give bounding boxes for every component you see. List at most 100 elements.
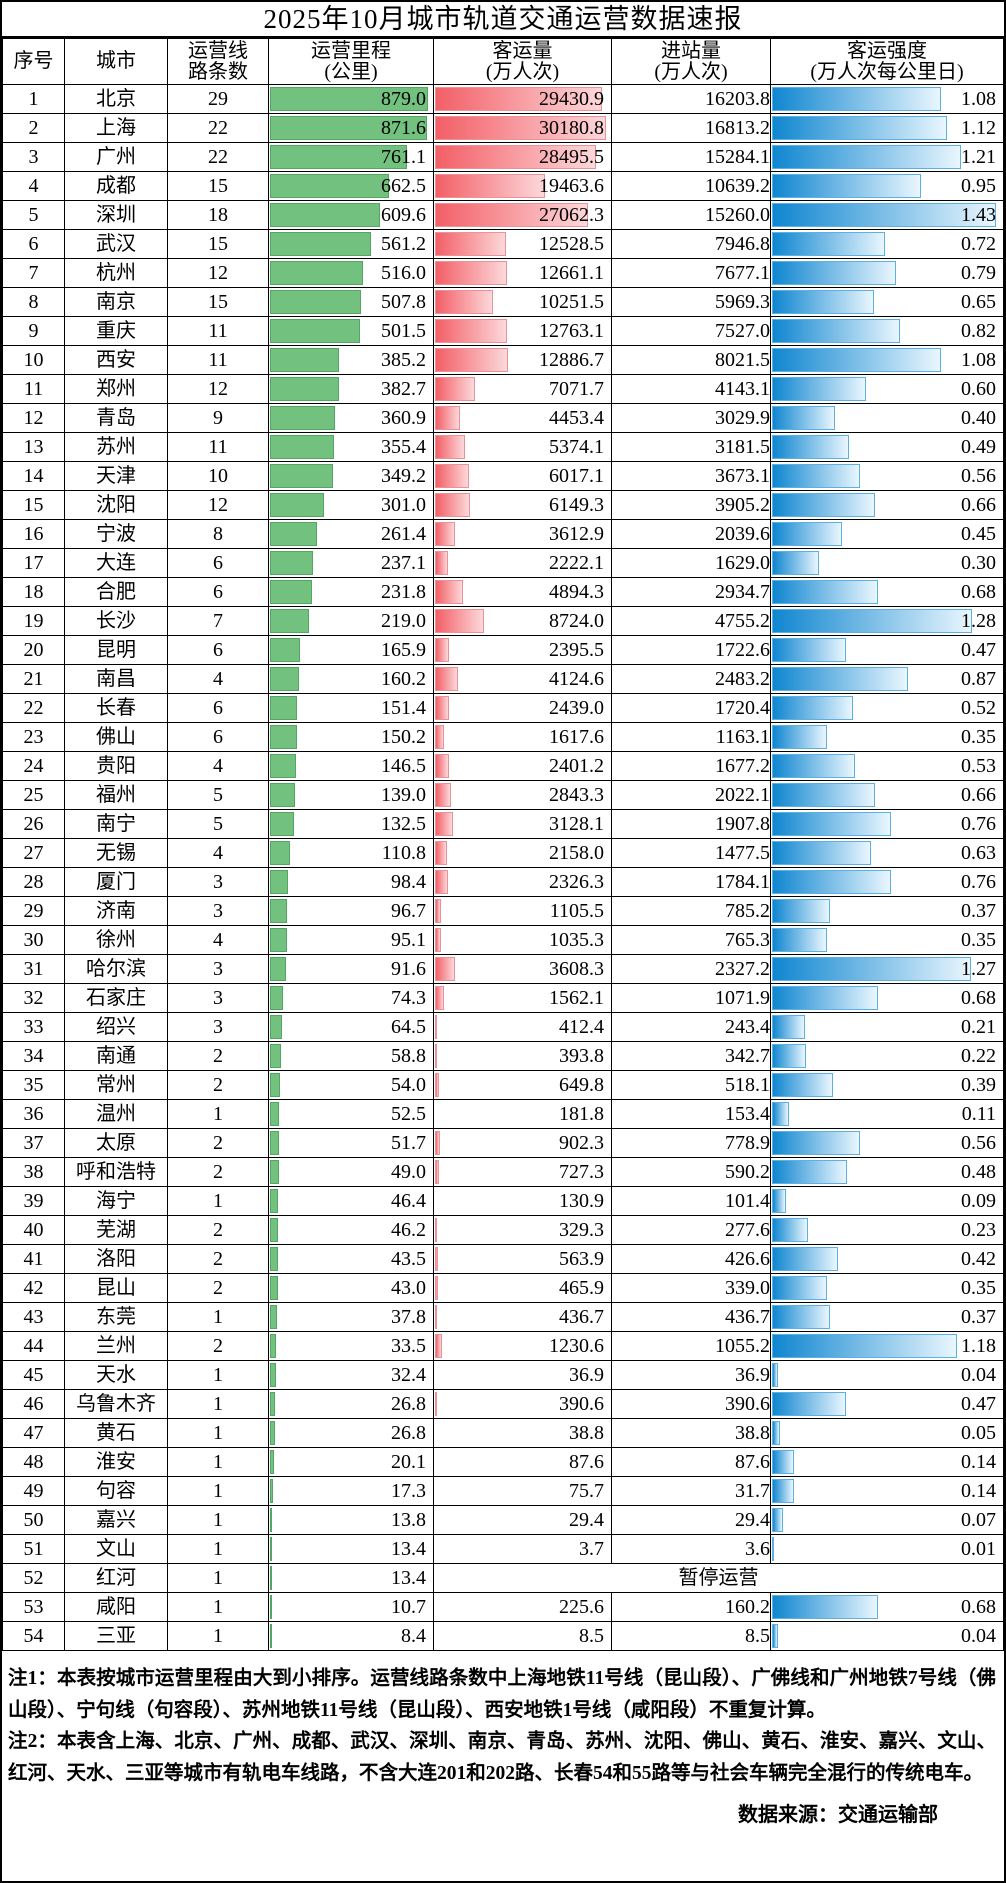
blue-bar [772, 899, 830, 923]
mileage-cell: 32.4 [268, 1360, 434, 1390]
blue-bar-value: 0.48 [961, 1160, 996, 1183]
lines-count-cell: 1 [167, 1360, 269, 1390]
blue-bar [772, 609, 973, 633]
red-bar-value: 36.9 [569, 1363, 604, 1386]
table-row: 15 沈阳 12 301.0 6149.3 3905.2 0.66 [2, 490, 1004, 520]
mileage-cell: 46.2 [268, 1215, 434, 1245]
red-bar-value: 3612.9 [549, 522, 604, 545]
table-row: 29 济南 3 96.7 1105.5 785.2 0.37 [2, 896, 1004, 926]
green-bar [270, 406, 335, 430]
red-bar [435, 725, 445, 749]
table-row: 53 咸阳 1 10.7 225.6 160.2 0.68 [2, 1592, 1004, 1622]
city-cell: 咸阳 [64, 1592, 168, 1622]
red-bar-value: 4894.3 [549, 580, 604, 603]
city-cell: 福州 [64, 780, 168, 810]
passenger-volume-cell: 36.9 [433, 1360, 612, 1390]
red-bar [435, 638, 449, 662]
intensity-cell: 0.65 [770, 287, 1004, 317]
green-bar-value: 49.0 [391, 1160, 426, 1183]
table-row: 42 昆山 2 43.0 465.9 339.0 0.35 [2, 1273, 1004, 1303]
lines-count-cell: 6 [167, 722, 269, 752]
rank-cell: 52 [2, 1563, 65, 1593]
passenger-volume-cell: 3612.9 [433, 519, 612, 549]
station-entries-cell: 518.1 [611, 1070, 771, 1100]
red-bar [435, 174, 546, 198]
passenger-volume-cell: 329.3 [433, 1215, 612, 1245]
red-bar [435, 348, 508, 372]
green-bar [270, 290, 362, 314]
table-row: 50 嘉兴 1 13.8 29.4 29.4 0.07 [2, 1505, 1004, 1535]
red-bar-value: 6017.1 [549, 464, 604, 487]
table-row: 54 三亚 1 8.4 8.5 8.5 0.04 [2, 1621, 1004, 1651]
blue-bar-value: 1.08 [961, 348, 996, 371]
intensity-cell: 0.11 [770, 1099, 1004, 1129]
lines-count-cell: 1 [167, 1621, 269, 1651]
table-row: 35 常州 2 54.0 649.8 518.1 0.39 [2, 1070, 1004, 1100]
red-bar-value: 1617.6 [549, 725, 604, 748]
blue-bar [772, 1160, 848, 1184]
blue-bar [772, 174, 921, 198]
mileage-cell: 8.4 [268, 1621, 434, 1651]
green-bar-value: 98.4 [391, 870, 426, 893]
station-entries-cell: 1055.2 [611, 1331, 771, 1361]
red-bar-value: 465.9 [559, 1276, 604, 1299]
intensity-cell: 0.21 [770, 1012, 1004, 1042]
passenger-volume-cell: 2222.1 [433, 548, 612, 578]
red-bar-value: 19463.6 [539, 174, 604, 197]
mileage-cell: 501.5 [268, 316, 434, 346]
passenger-volume-cell: 1230.6 [433, 1331, 612, 1361]
station-entries-cell: 342.7 [611, 1041, 771, 1071]
passenger-volume-cell: 12661.1 [433, 258, 612, 288]
passenger-volume-cell: 436.7 [433, 1302, 612, 1332]
red-bar-value: 75.7 [569, 1479, 604, 1502]
table-row: 38 呼和浩特 2 49.0 727.3 590.2 0.48 [2, 1157, 1004, 1187]
station-entries-cell: 15284.1 [611, 142, 771, 172]
intensity-cell: 1.08 [770, 345, 1004, 375]
blue-bar [772, 1102, 790, 1126]
green-bar-value: 91.6 [391, 957, 426, 980]
green-bar-value: 43.5 [391, 1247, 426, 1270]
red-bar [435, 435, 466, 459]
green-bar-value: 231.8 [381, 580, 426, 603]
rank-cell: 6 [2, 229, 65, 259]
green-bar-value: 360.9 [381, 406, 426, 429]
city-cell: 天津 [64, 461, 168, 491]
intensity-cell: 0.39 [770, 1070, 1004, 1100]
table-row: 46 乌鲁木齐 1 26.8 390.6 390.6 0.47 [2, 1389, 1004, 1419]
blue-bar [772, 406, 835, 430]
city-cell: 昆山 [64, 1273, 168, 1303]
red-bar-value: 12886.7 [539, 348, 604, 371]
rank-cell: 38 [2, 1157, 65, 1187]
green-bar-value: 151.4 [381, 696, 426, 719]
red-bar-value: 1562.1 [549, 986, 604, 1009]
lines-count-cell: 3 [167, 1012, 269, 1042]
intensity-cell: 0.82 [770, 316, 1004, 346]
intensity-cell: 0.14 [770, 1476, 1004, 1506]
green-bar-value: 26.8 [391, 1421, 426, 1444]
blue-bar [772, 1392, 846, 1416]
city-cell: 北京 [64, 84, 168, 114]
red-bar [435, 1015, 438, 1039]
column-header-5: 进站量 (万人次) [611, 38, 771, 85]
city-cell: 宁波 [64, 519, 168, 549]
station-entries-cell: 390.6 [611, 1389, 771, 1419]
city-cell: 无锡 [64, 838, 168, 868]
green-bar [270, 609, 310, 633]
green-bar-value: 37.8 [391, 1305, 426, 1328]
blue-bar-value: 1.27 [961, 957, 996, 980]
green-bar-value: 13.8 [391, 1508, 426, 1531]
intensity-cell: 0.76 [770, 809, 1004, 839]
intensity-cell: 0.76 [770, 867, 1004, 897]
lines-count-cell: 1 [167, 1389, 269, 1419]
mileage-cell: 231.8 [268, 577, 434, 607]
green-bar [270, 812, 294, 836]
lines-count-cell: 1 [167, 1563, 269, 1593]
rank-cell: 53 [2, 1592, 65, 1622]
red-bar [435, 899, 442, 923]
rank-cell: 25 [2, 780, 65, 810]
green-bar-value: 33.5 [391, 1334, 426, 1357]
city-cell: 南通 [64, 1041, 168, 1071]
red-bar-value: 225.6 [559, 1595, 604, 1618]
green-bar [270, 493, 325, 517]
table-row: 28 厦门 3 98.4 2326.3 1784.1 0.76 [2, 867, 1004, 897]
